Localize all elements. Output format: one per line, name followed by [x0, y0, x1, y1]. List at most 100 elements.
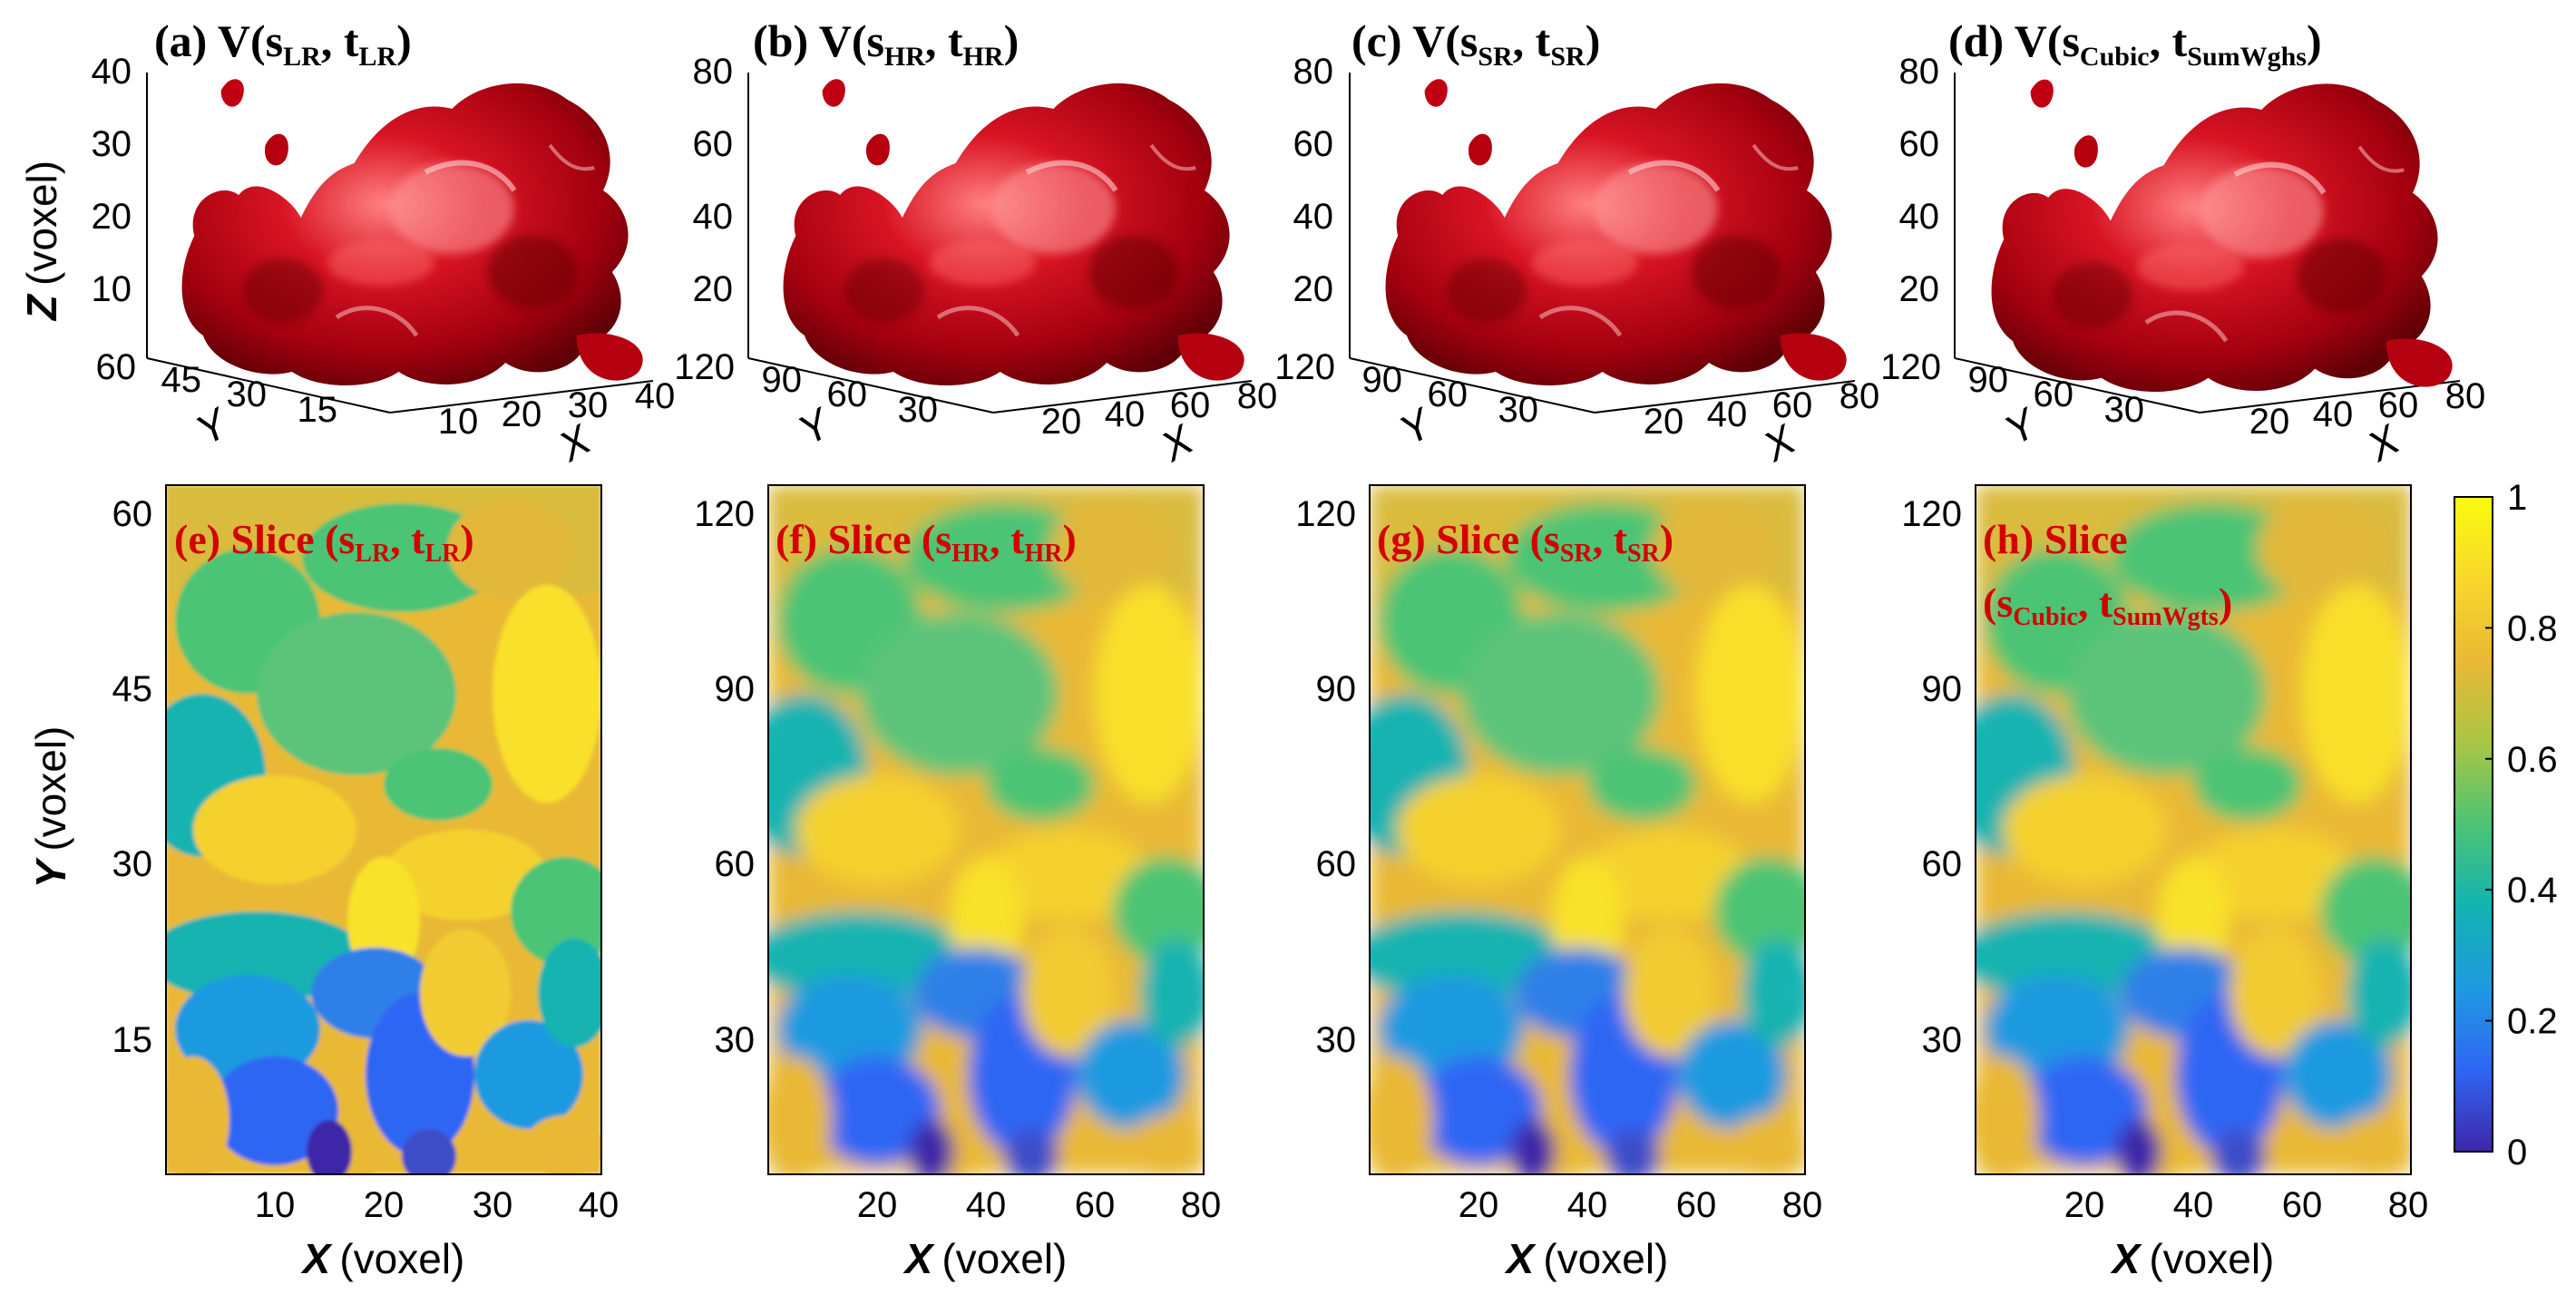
z-tick: 20 [693, 269, 734, 309]
colorbar-tick-label: 1 [2507, 478, 2527, 518]
panel-a: (a) V(sLR, tLR) 40 30 20 10 60 45 30 15 … [92, 15, 676, 471]
isosurface-a [182, 79, 643, 385]
y-tick: 45 [161, 360, 202, 400]
panel-b-title: (b) V(sHR, tHR) [753, 15, 1019, 72]
y-tick: 15 [112, 1020, 153, 1060]
x-tick: 20 [2064, 1185, 2105, 1225]
x-axis-label: X (voxel) [2110, 1235, 2275, 1282]
y-tick: 30 [1316, 1020, 1357, 1060]
y-tick: 120 [1274, 347, 1335, 387]
panel-a-title: (a) V(sLR, tLR) [154, 15, 412, 72]
y-tick: 120 [694, 494, 755, 534]
x-tick: 40 [1567, 1185, 1608, 1225]
isosurface-b [784, 79, 1244, 385]
x-tick: 80 [1181, 1185, 1222, 1225]
panel-d-title: (d) V(sCubic, tSumWghs) [1948, 15, 2322, 72]
y-tick: 90 [762, 360, 803, 400]
z-tick: 30 [92, 124, 132, 164]
x-tick: 40 [579, 1185, 620, 1225]
panel-f-label: (f) Slice (sHR, tHR) [776, 516, 1077, 568]
y-tick: 120 [1295, 494, 1356, 534]
y-tick: 30 [112, 844, 153, 884]
y-tick: 120 [1901, 494, 1962, 534]
y-tick: 120 [1880, 347, 1941, 387]
x-tick: 40 [635, 376, 676, 416]
y-tick: 120 [674, 347, 735, 387]
x-tick: 80 [2388, 1185, 2429, 1225]
isosurface-d [1992, 80, 2453, 392]
z-tick: 40 [1293, 197, 1334, 237]
colorbar-tick-label: 0.6 [2507, 740, 2558, 780]
x-tick: 60 [1676, 1185, 1717, 1225]
y-tick: 60 [96, 347, 137, 387]
x-axis-label: X (voxel) [300, 1235, 465, 1282]
x-tick: 10 [438, 402, 479, 442]
colorbar-strip [2454, 496, 2493, 1153]
z-tick: 10 [92, 269, 132, 309]
x-tick: 80 [2445, 376, 2486, 416]
x-tick: 80 [1782, 1185, 1823, 1225]
y-tick: 60 [1922, 844, 1963, 884]
z-tick: 60 [1899, 124, 1940, 164]
panel-h-label-line2: (sCubic, tSumWgts) [1983, 579, 2232, 631]
y-tick: 90 [1362, 360, 1403, 400]
colorbar-tick-label: 0.2 [2507, 1002, 2558, 1042]
panel-g-label: (g) Slice (sSR, tSR) [1377, 516, 1673, 568]
x-axis-line [389, 380, 654, 414]
x-tick: 80 [1237, 376, 1278, 416]
panel-e: (e) Slice (sLR, tLR) 60 45 30 15 10 20 3… [112, 484, 620, 1282]
x-tick: 20 [1459, 1185, 1499, 1225]
z-tick: 20 [92, 197, 132, 237]
y-tick: 15 [298, 390, 338, 430]
z-tick: 20 [1899, 269, 1940, 309]
isosurface-c [1386, 79, 1847, 385]
colorbar: 1 0.8 0.6 0.4 0.2 0 [2454, 478, 2558, 1173]
z-tick: 40 [1899, 197, 1940, 237]
z-tick: 40 [693, 197, 734, 237]
x-tick: 60 [1075, 1185, 1116, 1225]
x-tick: 60 [2282, 1185, 2323, 1225]
y-tick: 60 [1316, 844, 1357, 884]
x-axis-label: X (voxel) [903, 1235, 1068, 1282]
svg-text:Z(voxel): Z(voxel) [18, 161, 65, 322]
x-tick: 20 [1644, 402, 1684, 442]
y-tick: 30 [227, 375, 268, 414]
x-tick: 60 [2378, 385, 2419, 425]
colorbar-tick-label: 0.4 [2507, 871, 2558, 910]
y-tick: 30 [1498, 390, 1539, 430]
y-tick: 60 [112, 494, 153, 534]
x-tick: 10 [255, 1185, 296, 1225]
x-tick: 60 [1170, 385, 1211, 425]
x-axis-label: X (voxel) [1504, 1235, 1669, 1282]
x-tick: 40 [2313, 394, 2354, 434]
y-tick: 30 [715, 1020, 756, 1060]
z-tick: 20 [1293, 269, 1334, 309]
panel-d: (d) V(sCubic, tSumWghs) 80 60 40 20 120 … [1880, 15, 2485, 471]
slice-image-h [1976, 485, 2411, 1174]
y-tick: 90 [715, 669, 756, 709]
x-tick: 20 [364, 1185, 405, 1225]
panel-h-label: (h) Slice [1983, 516, 2128, 562]
slice-image-g [1370, 485, 1805, 1174]
y-tick: 30 [2104, 390, 2145, 430]
y-tick: 45 [112, 669, 153, 709]
colorbar-tick-label: 0.8 [2507, 608, 2558, 648]
panel-c-title: (c) V(sSR, tSR) [1351, 15, 1600, 72]
z-tick: 80 [693, 52, 734, 92]
z-axis-label: Z(voxel) [18, 161, 65, 322]
x-tick: 20 [2249, 402, 2290, 442]
panel-b: (b) V(sHR, tHR) 80 60 40 20 120 90 60 30… [674, 15, 1277, 471]
y-tick: 60 [827, 375, 868, 414]
panel-g: (g) Slice (sSR, tSR) 120 90 60 30 20 40 … [1295, 484, 1823, 1282]
x-tick: 20 [857, 1185, 898, 1225]
x-tick: 20 [502, 394, 542, 434]
z-tick: 40 [92, 52, 132, 92]
y-tick: 90 [1922, 669, 1963, 709]
x-tick: 40 [1707, 394, 1748, 434]
x-tick: 60 [1772, 385, 1813, 425]
x-tick: 30 [568, 385, 609, 425]
x-tick: 40 [2173, 1185, 2214, 1225]
y-axis-label: Y(voxel) [27, 726, 74, 889]
y-tick: 30 [1922, 1020, 1963, 1060]
